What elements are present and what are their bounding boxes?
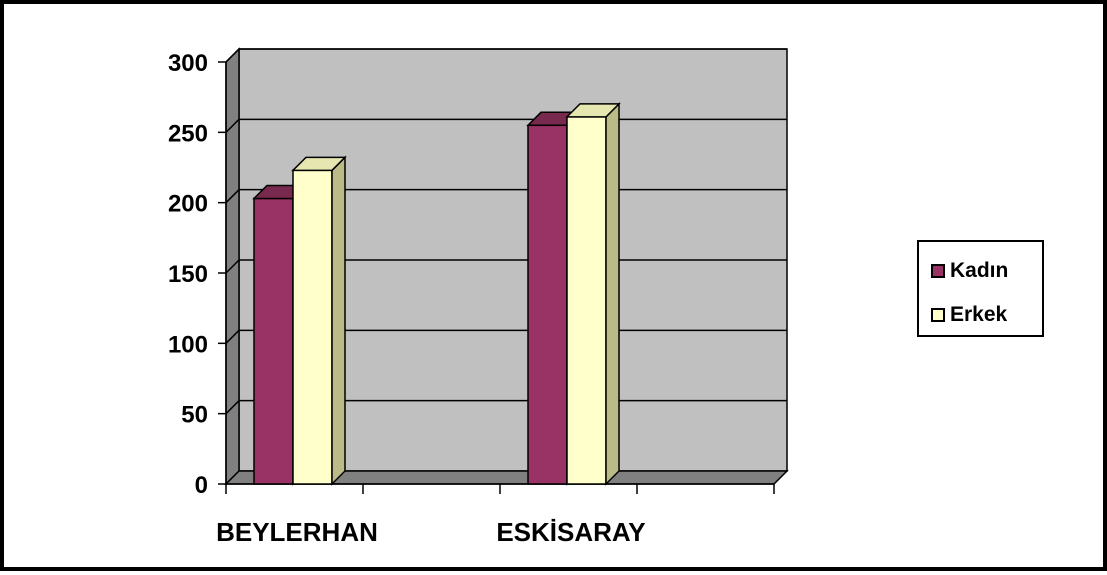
legend-label-kadin: Kadın [950, 259, 1009, 282]
bar-side [331, 155, 346, 486]
bar-kadin [527, 124, 568, 485]
legend-item-erkek: Erkek [931, 303, 1007, 327]
legend-swatch-erkek [931, 308, 945, 322]
gridline-side [225, 400, 240, 415]
legend-swatch-kadin [931, 264, 945, 278]
legend: Kadın Erkek [917, 240, 1044, 337]
bar-top [565, 103, 621, 118]
y-tick-label: 150 [168, 261, 208, 288]
bar-kadin [253, 197, 294, 485]
gridline-side [225, 259, 240, 274]
gridline-side [225, 48, 240, 63]
bar-chart: 0 50 100 150 200 250 300 BEYLERHAN ESKİSARAY [168, 47, 789, 547]
y-tick-label: 250 [168, 120, 208, 147]
bar-top [291, 156, 347, 172]
x-category-label: ESKİSARAY [496, 517, 645, 547]
y-tick-label: 300 [168, 50, 208, 77]
legend-item-kadin: Kadın [931, 259, 1008, 283]
bar-side [605, 102, 620, 486]
gridline-side [225, 118, 240, 133]
y-tick-label: 200 [168, 191, 208, 218]
legend-label-erkek: Erkek [950, 303, 1008, 326]
gridline-side [225, 329, 240, 344]
bar-erkek [566, 116, 607, 485]
x-category-label: BEYLERHAN [216, 517, 378, 547]
y-tick-label: 0 [195, 472, 208, 499]
bar-erkek [292, 169, 333, 485]
gridline-side [225, 189, 240, 204]
y-tick-label: 50 [181, 402, 208, 429]
y-tick-label: 100 [168, 331, 208, 358]
